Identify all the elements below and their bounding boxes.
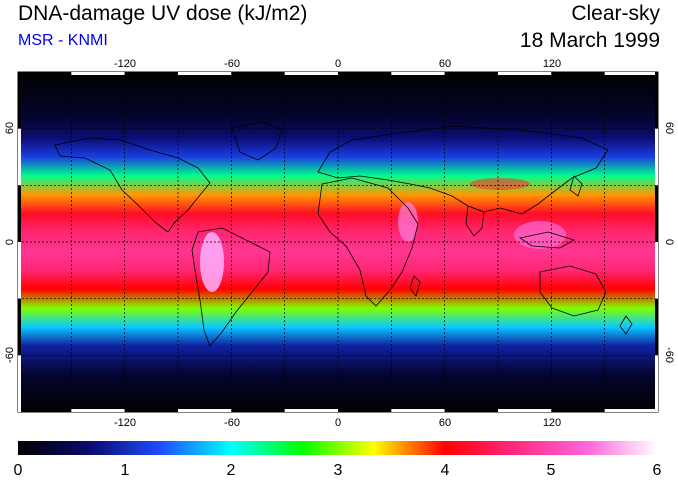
frame-segment-left: [18, 298, 21, 356]
frame-segment-right: [655, 185, 658, 242]
lon-tick-bottom-4: 60: [439, 417, 451, 429]
colorbar-label-2: 2: [227, 462, 236, 479]
lat-tick-left-1: 60: [4, 122, 16, 134]
frame-segment-top: [444, 72, 498, 75]
frame-segment-bottom: [551, 409, 605, 412]
lon-ticks-bottom: -120 -60 0 60 120: [114, 417, 561, 429]
new-zealand-outline: [619, 315, 633, 335]
lon-tick-top-1: -120: [114, 58, 136, 70]
lon-tick-top-2: -60: [224, 58, 240, 70]
sky-condition-label: Clear-sky: [571, 2, 660, 25]
frame-segment-top: [71, 72, 125, 75]
lat-tick-right-3: -60: [663, 347, 675, 363]
frame-segment-left: [18, 72, 21, 129]
lon-ticks-top: -120 -60 0 60 120: [114, 58, 561, 70]
madagascar-outline: [409, 275, 421, 297]
frame-segment-left: [18, 242, 21, 299]
frame-segment-top: [551, 72, 605, 75]
colorbar: [18, 441, 658, 455]
lat-tick-left-3: -60: [4, 347, 16, 363]
australia-outline: [539, 265, 607, 317]
frame-segment-top: [498, 72, 552, 75]
frame-segment-top: [604, 72, 658, 75]
lat-tick-right-2: 0: [663, 239, 675, 245]
tibet-hotspot: [470, 178, 530, 190]
frame-segment-top: [178, 72, 232, 75]
frame-segment-bottom: [444, 409, 498, 412]
indonesia-outline: [518, 231, 576, 249]
africa-outline: [317, 177, 419, 307]
lon-tick-bottom-5: 120: [543, 417, 561, 429]
date-label: 18 March 1999: [519, 29, 660, 52]
frame-segment-bottom: [338, 409, 392, 412]
frame-segment-bottom: [18, 409, 72, 412]
lon-tick-bottom-3: 0: [335, 417, 341, 429]
lon-tick-top-5: 120: [543, 58, 561, 70]
lat-ticks-left: 60 0 -60: [4, 122, 16, 363]
colorbar-label-6: 6: [653, 462, 662, 479]
frame-segment-bottom: [124, 409, 178, 412]
colorbar-label-0: 0: [14, 462, 23, 479]
lon-tick-bottom-2: -60: [224, 417, 240, 429]
frame-segment-left: [18, 355, 21, 412]
east-africa-hotspot: [398, 202, 418, 242]
greenland-outline: [231, 121, 283, 161]
map-frame: [17, 71, 659, 413]
frame-segment-top: [391, 72, 445, 75]
lat-ticks-right: 60 0 -60: [663, 122, 675, 363]
frame-segment-bottom: [498, 409, 552, 412]
frame-segment-right: [655, 72, 658, 129]
gridlines: [18, 72, 658, 412]
frame-segment-bottom: [231, 409, 285, 412]
north-america-outline: [54, 137, 211, 233]
frame-segment-top: [338, 72, 392, 75]
source-label: MSR - KNMI: [18, 32, 108, 49]
colorbar-label-3: 3: [334, 462, 343, 479]
frame-segment-bottom: [391, 409, 445, 412]
colorbar-label-1: 1: [121, 462, 130, 479]
frame-segment-bottom: [284, 409, 338, 412]
colorbar-label-5: 5: [547, 462, 556, 479]
frame-segment-top: [18, 72, 72, 75]
frame-segment-left: [18, 185, 21, 242]
lon-tick-top-3: 0: [335, 58, 341, 70]
colorbar-label-4: 4: [441, 462, 450, 479]
frame-segment-bottom: [71, 409, 125, 412]
frame-segment-bottom: [178, 409, 232, 412]
frame-segment-right: [655, 242, 658, 299]
frame-segment-top: [231, 72, 285, 75]
frame-segment-right: [655, 298, 658, 356]
frame-segment-top: [284, 72, 338, 75]
chart-title: DNA-damage UV dose (kJ/m2): [18, 2, 308, 25]
lat-tick-left-2: 0: [4, 239, 16, 245]
frame-segment-bottom: [604, 409, 658, 412]
colorbar-labels: 0 1 2 3 4 5 6: [14, 462, 662, 479]
lon-tick-top-4: 60: [439, 58, 451, 70]
andes-hotspot: [200, 232, 224, 292]
frame-segment-left: [18, 128, 21, 186]
lat-tick-right-1: 60: [663, 122, 675, 134]
india-outline: [465, 205, 485, 237]
frame-segment-right: [655, 355, 658, 412]
lon-tick-bottom-1: -120: [114, 417, 136, 429]
frame-segment-top: [124, 72, 178, 75]
frame-segment-right: [655, 128, 658, 186]
